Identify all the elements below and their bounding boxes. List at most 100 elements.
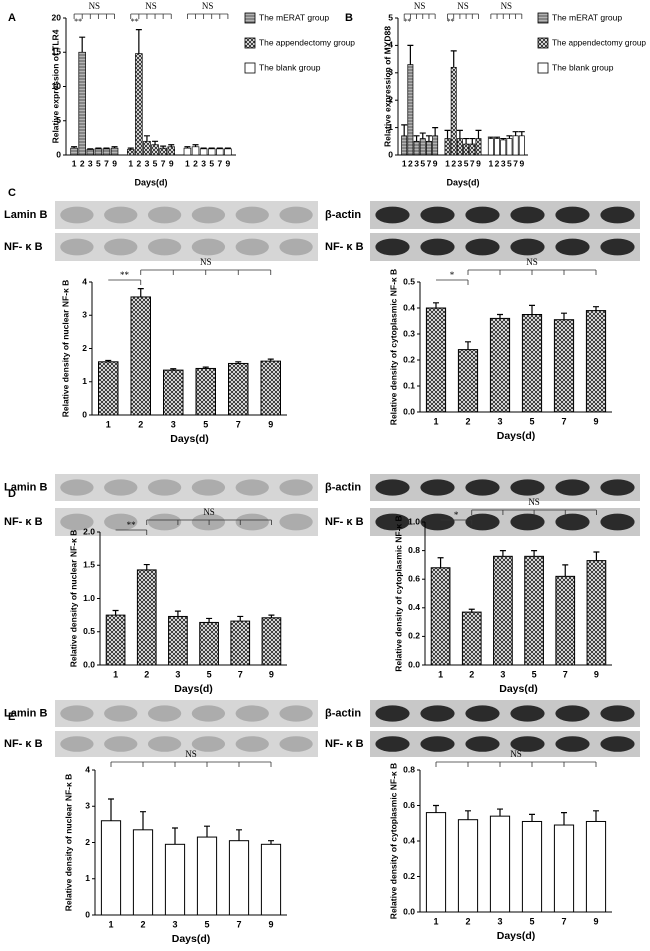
- y-tick-label: 1.5: [83, 560, 95, 570]
- error-bar: [152, 140, 159, 145]
- bar: [143, 140, 151, 156]
- x-axis-label: Days(d): [172, 933, 211, 945]
- blot-band: [60, 479, 94, 496]
- y-tick-label: 4: [82, 276, 87, 286]
- blot-band: [147, 206, 182, 224]
- y-tick-label: 0.4: [408, 602, 420, 612]
- x-tick-label: 9: [269, 669, 274, 679]
- bar: [167, 146, 175, 156]
- error-bar: [112, 609, 119, 616]
- blot-background: [55, 201, 318, 229]
- error-bar: [79, 36, 86, 53]
- blot-background: [370, 233, 640, 261]
- blot-background: [55, 233, 318, 261]
- blot-band: [510, 479, 545, 496]
- blot-band: [235, 705, 269, 722]
- significance-label: NS: [202, 1, 214, 11]
- blot-band: [375, 479, 410, 496]
- bar: [430, 567, 451, 666]
- panel-label: A: [8, 12, 16, 24]
- error-bar: [529, 304, 535, 315]
- y-tick-label: 0.3: [403, 328, 415, 338]
- blot-band: [235, 736, 269, 752]
- error-bar: [184, 146, 191, 149]
- x-tick-label: 2: [465, 916, 470, 926]
- y-tick-label: 10: [52, 81, 62, 91]
- blot-band: [375, 206, 410, 224]
- blot-band: [104, 736, 138, 752]
- legend-swatch: [537, 12, 549, 24]
- x-tick-label: 7: [561, 416, 566, 426]
- blot-band: [465, 736, 500, 752]
- error-bar: [268, 614, 275, 618]
- x-tick-label: 9: [226, 158, 231, 168]
- x-tick-label: 1: [108, 919, 113, 929]
- blot-band: [510, 238, 545, 256]
- bar: [493, 555, 513, 666]
- legend-swatch: [537, 62, 549, 74]
- x-tick-label: 2: [495, 158, 500, 168]
- y-tick-label: 0.6: [403, 800, 415, 810]
- bar: [260, 360, 281, 416]
- x-tick-label: 2: [469, 669, 474, 679]
- error-bar: [127, 147, 134, 150]
- blot-band: [600, 206, 635, 224]
- y-axis-label: Relative density of nuclear NF-κ B: [63, 774, 73, 911]
- bar: [463, 143, 470, 156]
- x-tick-label: 5: [209, 158, 214, 168]
- x-axis-label: Days(d): [497, 430, 536, 442]
- y-tick-label: 2: [388, 94, 393, 104]
- blot-background: [370, 508, 640, 536]
- x-tick-label: 9: [169, 158, 174, 168]
- x-tick-label: 9: [593, 416, 598, 426]
- bar: [524, 555, 544, 666]
- y-tick-label: 5: [388, 12, 393, 22]
- error-bar: [433, 804, 439, 813]
- bar: [401, 135, 408, 156]
- x-axis-label: Days(d): [134, 177, 167, 187]
- blot-band: [279, 238, 313, 256]
- x-tick-label: 1: [72, 158, 77, 168]
- blot-band: [104, 513, 138, 531]
- bar: [136, 569, 157, 666]
- error-bar: [518, 131, 525, 136]
- y-tick-label: 0.6: [408, 573, 420, 583]
- blot-background: [370, 731, 640, 757]
- x-tick-label: 9: [268, 419, 273, 429]
- error-bar: [529, 813, 535, 822]
- x-tick-label: 2: [80, 158, 85, 168]
- x-tick-label: 3: [88, 158, 93, 168]
- y-tick-label: 0.0: [408, 659, 420, 669]
- y-tick-label: 0.0: [403, 906, 415, 916]
- bar: [506, 138, 513, 156]
- legend-label: The mERAT group: [552, 12, 622, 22]
- y-tick-label: 0.2: [408, 631, 420, 641]
- error-bar: [170, 368, 177, 371]
- blot-band: [279, 736, 313, 752]
- x-tick-label: 7: [561, 916, 566, 926]
- blot-band: [235, 479, 269, 496]
- significance-label: NS: [414, 1, 426, 11]
- bar: [130, 296, 151, 416]
- x-tick-label: 3: [414, 158, 419, 168]
- error-bar: [105, 359, 112, 362]
- bar: [102, 148, 111, 156]
- error-bar: [206, 617, 213, 623]
- legend-swatch: [244, 62, 256, 74]
- x-tick-label: 3: [500, 669, 505, 679]
- bar: [469, 143, 476, 156]
- significance-bracket: [187, 13, 229, 19]
- error-bar: [237, 615, 244, 622]
- y-tick-label: 0: [82, 409, 87, 419]
- x-tick-label: 3: [172, 919, 177, 929]
- error-bar: [267, 358, 274, 362]
- x-tick-label: 9: [519, 158, 524, 168]
- error-bar: [506, 135, 513, 139]
- legend-label: The blank group: [552, 62, 614, 72]
- x-tick-label: 2: [408, 158, 413, 168]
- bar: [419, 138, 426, 156]
- blot-band: [600, 736, 635, 752]
- bar: [553, 319, 575, 413]
- significance-bracket: [115, 529, 148, 535]
- blot-background: [55, 474, 318, 501]
